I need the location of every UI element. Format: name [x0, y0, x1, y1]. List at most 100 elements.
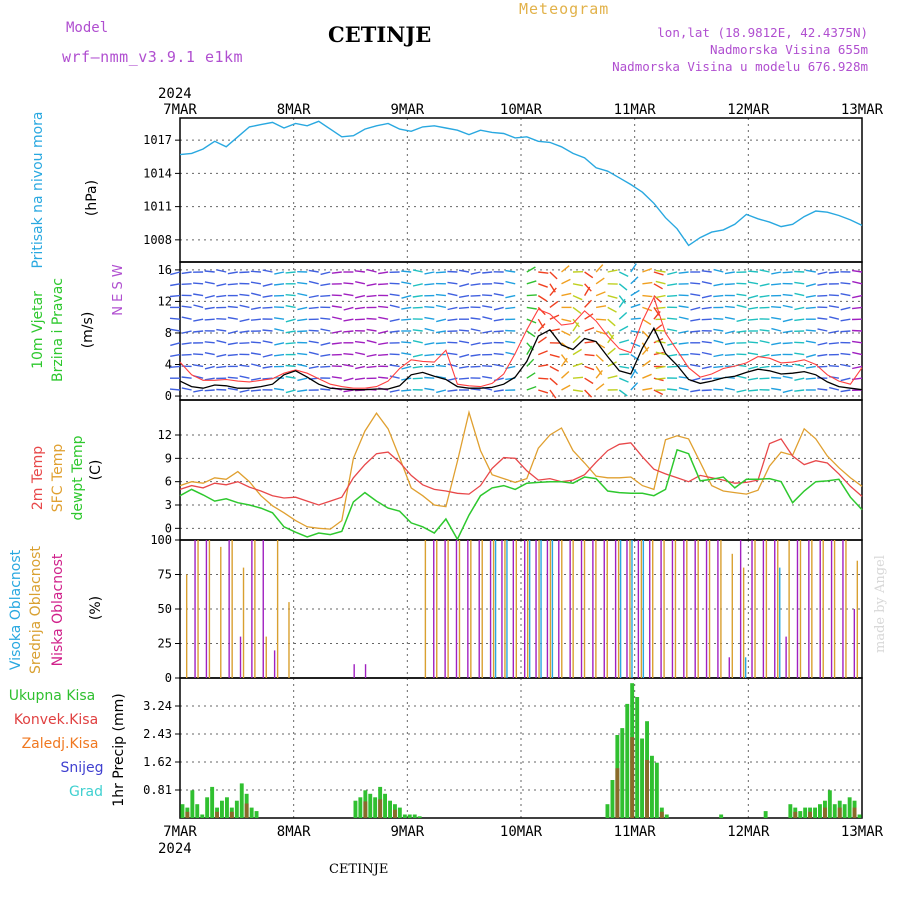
y-tick-label: 75 [158, 568, 172, 582]
wind-arrow [840, 293, 851, 297]
wind-arrow [641, 346, 650, 356]
x-tick-label-bottom: 8MAR [277, 824, 311, 840]
wind-arrow [354, 377, 365, 381]
wind-arrow [667, 342, 678, 346]
wind-arrow [239, 318, 250, 323]
wind-arrow [667, 365, 678, 368]
wind-arrow [655, 280, 666, 285]
wind-arrow [262, 294, 273, 298]
wind-arrow [736, 330, 747, 333]
precip-bar [813, 807, 817, 818]
wind-arrow [250, 341, 261, 344]
precip-conv-bar [615, 768, 620, 818]
wind-arrow [794, 341, 805, 344]
wind-arrow [642, 281, 653, 285]
wind-arrow [204, 270, 215, 273]
wind-arrow [526, 330, 536, 338]
precip-legend-item: Snijeg [60, 760, 103, 776]
wind-arrow [526, 372, 536, 379]
wind-arrow [412, 365, 423, 369]
wind-arrow [619, 377, 629, 383]
wind-arrow [412, 377, 423, 380]
wind-arrow [747, 389, 759, 392]
precip-bar [847, 797, 852, 818]
wind-arrow [538, 350, 548, 356]
wind-arrow [320, 271, 331, 276]
wind-arrow [642, 387, 653, 391]
panel-frame-temperature [179, 399, 863, 541]
wind-arrow [378, 305, 389, 309]
y-tick-label: 1008 [143, 233, 172, 247]
precip-conv-bar [793, 811, 798, 818]
wind-arrow [424, 271, 435, 275]
wind-arrow [343, 306, 354, 311]
wind-arrow [607, 269, 618, 273]
wind-arrow [389, 364, 400, 368]
wind-arrow [458, 340, 470, 344]
wind-arrow [713, 328, 724, 332]
wind-arrow [447, 292, 458, 297]
wind-arrow [170, 283, 181, 287]
precip-bar [388, 800, 392, 818]
wind-arrow [829, 386, 840, 391]
wind-arrow [667, 294, 678, 297]
wind-arrow [482, 305, 493, 309]
wind-arrow [482, 342, 493, 345]
wind-arrow [713, 294, 724, 298]
wind-arrow [470, 388, 481, 391]
precip-bar [195, 804, 200, 818]
wind-arrow [607, 306, 617, 313]
wind-arrow [297, 352, 308, 356]
wind-arrow [378, 316, 389, 320]
wind-arrow [561, 330, 571, 337]
wind-arrow [794, 318, 805, 322]
wind-arrow [285, 342, 296, 345]
wind-arrow [505, 280, 516, 285]
wind-arrow [805, 377, 816, 380]
wind-arrow [378, 271, 389, 275]
wind-arrow [678, 365, 689, 368]
wind-arrow [435, 330, 447, 334]
wind-arrow [572, 389, 583, 393]
wind-arrow [308, 351, 319, 356]
wind-arrow [250, 377, 262, 381]
wind-arrow [320, 342, 331, 346]
y-tick-label: 1.62 [143, 755, 172, 769]
x-tick-label-top: 12MAR [727, 102, 770, 118]
wind-arrow [852, 340, 863, 344]
wind-arrow [655, 377, 666, 380]
wind-arrow [713, 353, 724, 358]
wind-arrow [607, 375, 618, 379]
wind-arrow [331, 365, 342, 368]
wind-arrow [285, 305, 296, 309]
wind-arrow [538, 271, 549, 274]
wind-arrow [181, 387, 192, 391]
wind-arrow [618, 325, 629, 332]
wind-arrow [262, 329, 273, 332]
wind-ylabel-2: Brzina i Pravac [50, 278, 66, 382]
wind-arrow [435, 304, 447, 309]
wind-arrow [794, 306, 805, 311]
wind-arrow [852, 294, 863, 299]
wind-arrow [320, 317, 331, 320]
wind-arrow [828, 294, 839, 297]
wind-arrow [366, 268, 377, 273]
wind-arrow [759, 306, 770, 309]
wind-arrow [193, 304, 204, 309]
wind-arrow [320, 328, 331, 332]
wind-arrow [701, 351, 712, 356]
wind-arrow [653, 271, 664, 276]
wind-arrow [828, 305, 840, 309]
wind-arrow [204, 294, 215, 299]
temp2m-ylabel: 2m Temp [30, 446, 46, 510]
wind-arrow [262, 283, 273, 287]
wind-arrow [736, 318, 747, 322]
wind-arrow [227, 283, 238, 286]
wind-arrow [782, 318, 793, 323]
wind-arrow [690, 330, 701, 333]
y-tick-label: 1014 [143, 166, 172, 180]
wind-arrow [852, 280, 863, 285]
wind-arrow [308, 269, 319, 273]
dewpoint-ylabel: dewpt Temp [70, 435, 86, 520]
wind-arrow [355, 294, 366, 299]
